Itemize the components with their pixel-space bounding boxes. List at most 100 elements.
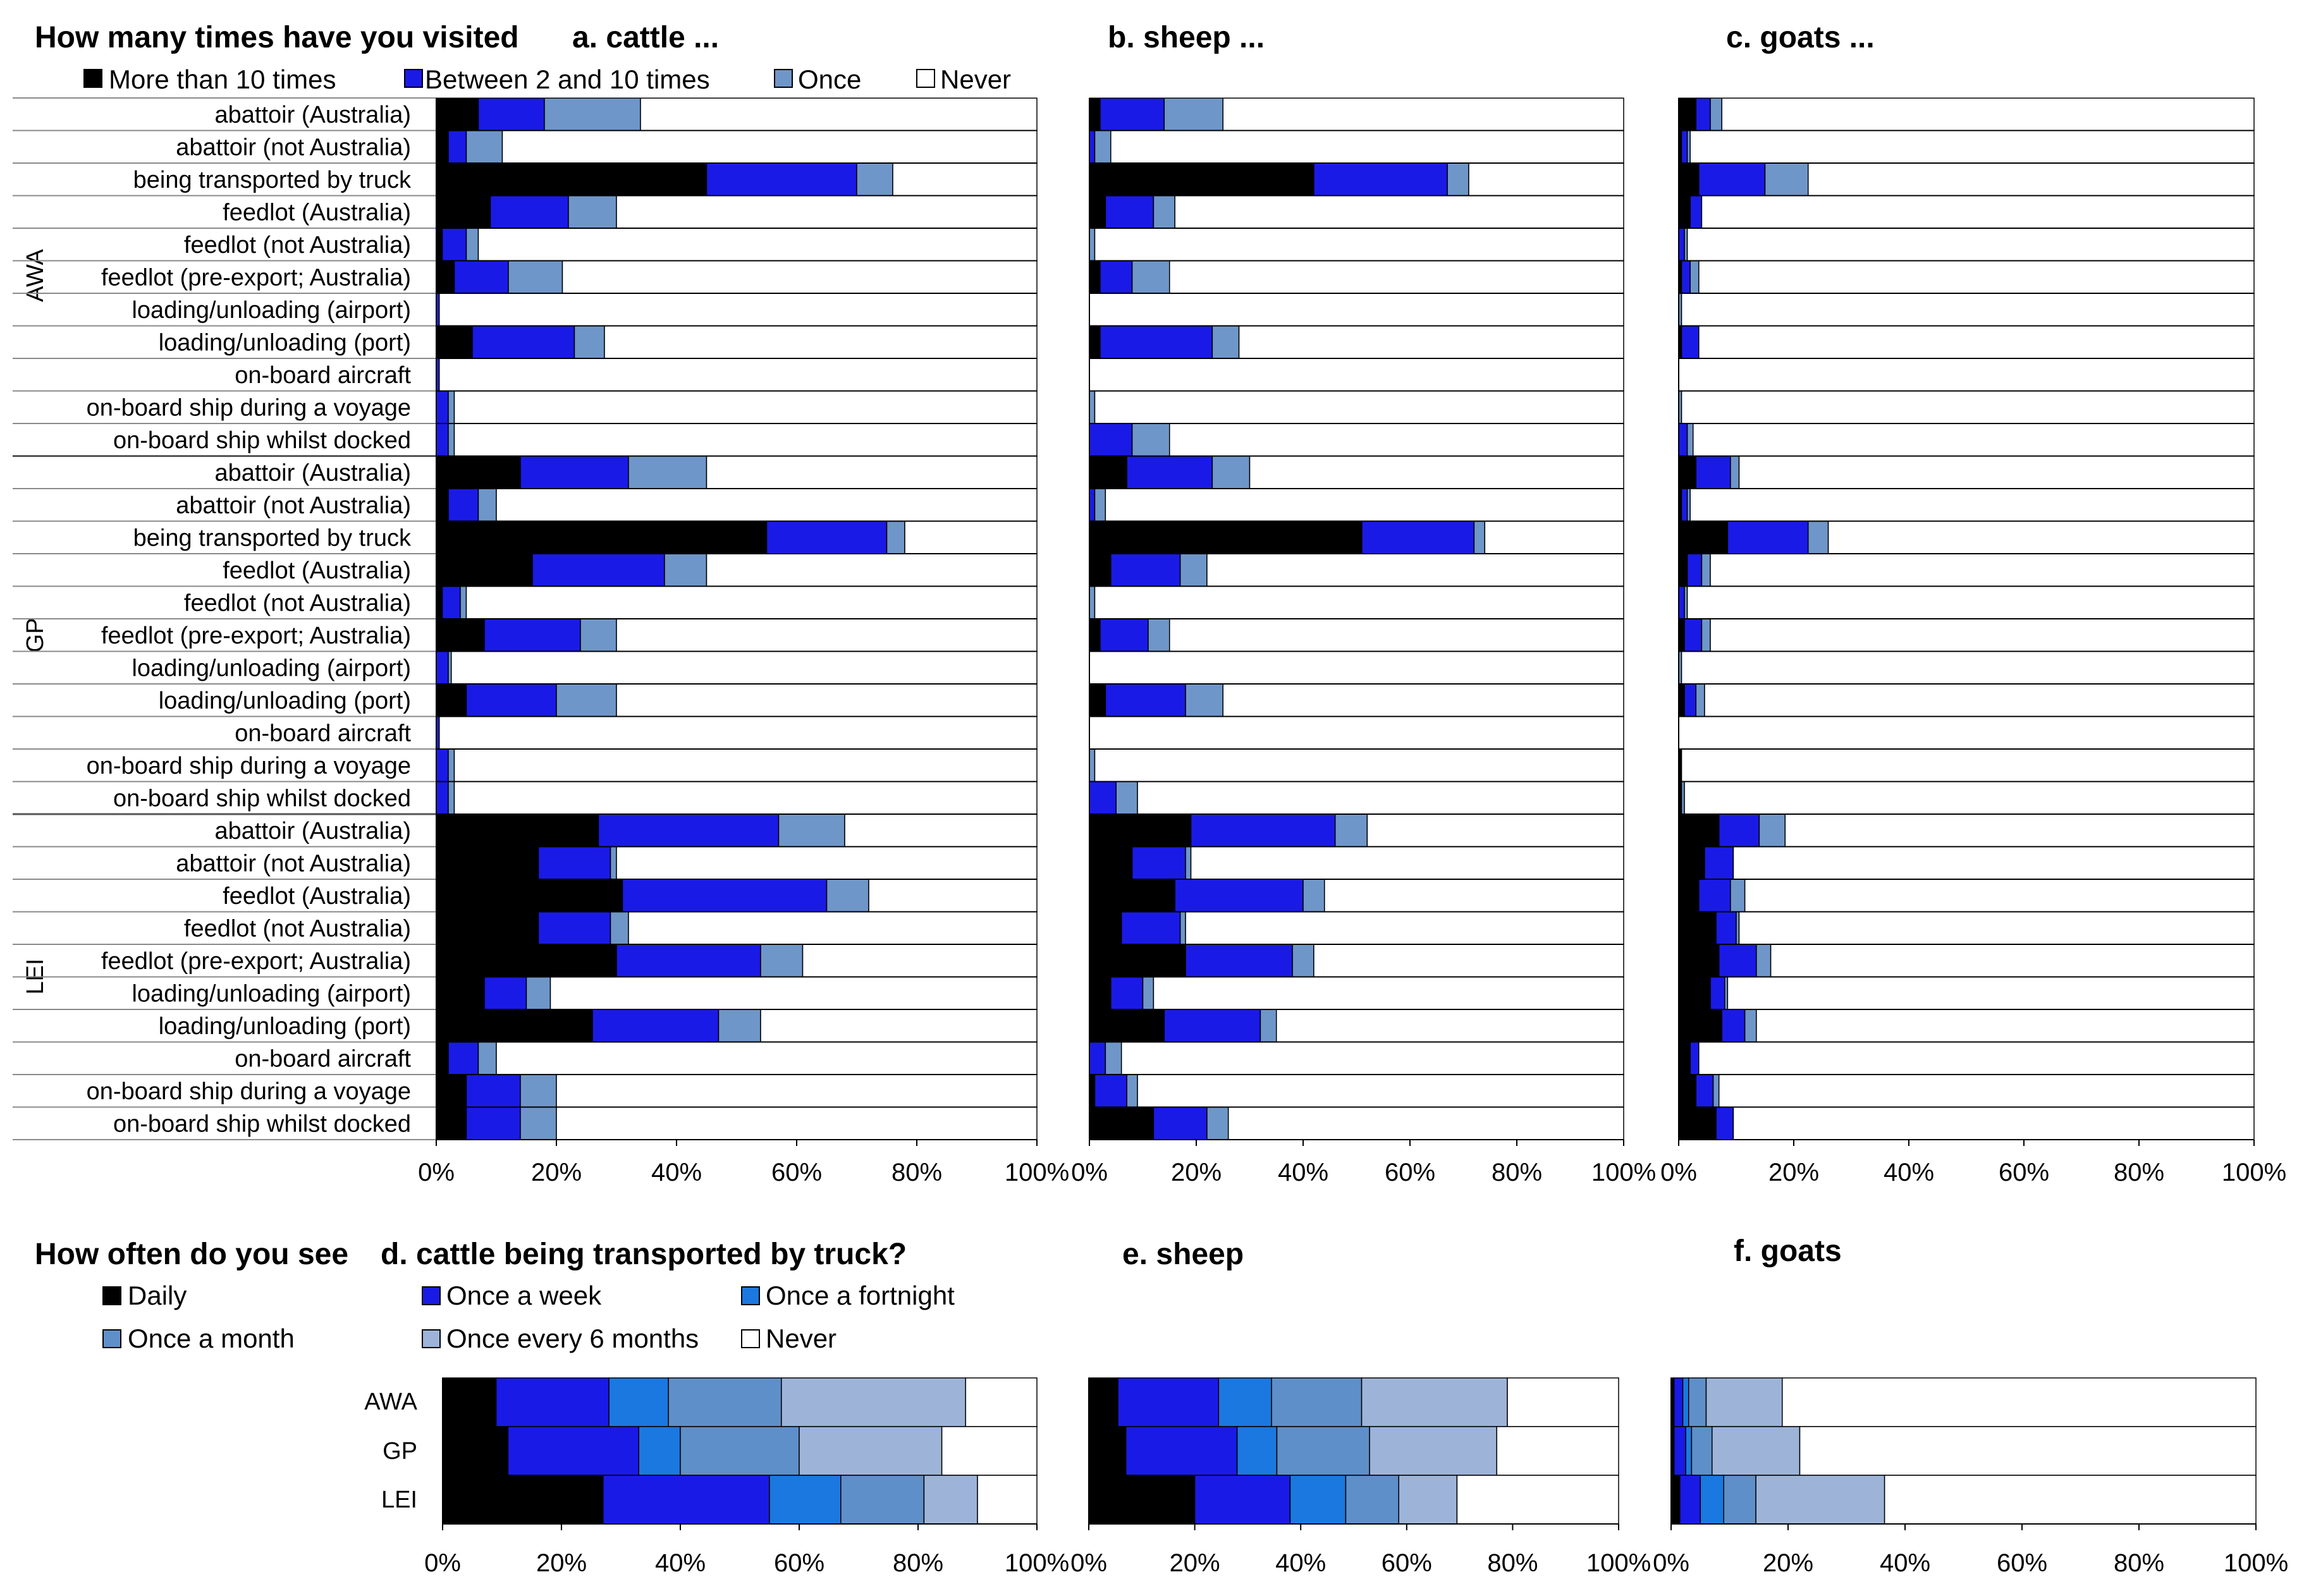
bar-segment-c-lei-abattoir-australia-s3 [1784, 813, 2255, 847]
bar-segment-a-gp-feedlot-not-australia-s2 [460, 586, 467, 619]
x-tick-label: 60% [771, 1159, 822, 1186]
bar-segment-b-lei-on-board-ship-during-a-voyage-s3 [1137, 1074, 1624, 1107]
bar-segment-c-lei-loading-unloading-port-s1 [1721, 1009, 1746, 1042]
x-tick-label: 60% [1385, 1159, 1435, 1186]
bar-segment-c-gp-feedlot-australia-s1 [1686, 553, 1703, 587]
bar-segment-b-gp-loading-unloading-port-s0 [1089, 683, 1106, 717]
bar-segment-d-gp-s3 [680, 1426, 800, 1476]
bar-segment-b-gp-on-board-ship-during-a-voyage-s2 [1089, 748, 1096, 782]
bar-segment-b-gp-abattoir-australia-s2 [1211, 456, 1251, 489]
bar-segment-c-lei-on-board-ship-whilst-docked-s1 [1715, 1107, 1734, 1140]
bar-segment-a-lei-loading-unloading-airport-s2 [525, 977, 551, 1010]
bar-segment-a-gp-being-transported-by-truck-s1 [766, 521, 888, 554]
group-label-gp: GP [22, 618, 49, 653]
bar-segment-b-gp-abattoir-australia-s1 [1126, 456, 1213, 489]
bar-segment-b-lei-on-board-ship-during-a-voyage-s0 [1089, 1074, 1096, 1107]
category-label: on-board ship during a voyage [87, 394, 411, 421]
legend-swatch-once-a-fortnight [741, 1286, 760, 1305]
bar-segment-b-awa-abattoir-australia-s0 [1089, 97, 1101, 131]
x-tick-label: 0% [424, 1549, 461, 1577]
bar-segment-a-gp-loading-unloading-port-s1 [465, 683, 557, 717]
bar-segment-a-gp-abattoir-australia-s0 [436, 456, 521, 489]
bar-segment-c-awa-feedlot-australia-s0 [1678, 195, 1691, 229]
bar-segment-d-awa-s3 [668, 1377, 782, 1427]
bar-segment-a-awa-feedlot-australia-s3 [616, 195, 1038, 229]
bar-segment-b-lei-abattoir-australia-s2 [1334, 813, 1368, 847]
bar-segment-c-lei-on-board-aircraft-s0 [1678, 1042, 1691, 1075]
bar-segment-b-awa-loading-unloading-port-s3 [1238, 326, 1624, 359]
category-label: loading/unloading (airport) [132, 980, 411, 1007]
x-tick-label: 60% [1999, 1159, 2049, 1186]
panel-f-bars [1670, 1377, 2257, 1525]
bar-segment-a-gp-on-board-ship-during-a-voyage-s3 [453, 748, 1038, 782]
bottom-question-title: How often do you see [35, 1238, 348, 1271]
bar-segment-c-awa-loading-unloading-port-s1 [1681, 326, 1700, 359]
bar-segment-a-gp-feedlot-australia-s3 [706, 553, 1038, 587]
category-label: feedlot (pre-export; Australia) [101, 623, 411, 649]
bar-segment-b-gp-loading-unloading-port-s2 [1185, 683, 1223, 717]
legend-swatch-between-2-and-10 [404, 69, 423, 88]
bar-segment-b-lei-loading-unloading-port-s3 [1276, 1009, 1624, 1042]
bar-segment-b-gp-on-board-ship-whilst-docked-s2 [1115, 781, 1138, 815]
bar-segment-b-awa-abattoir-australia-s3 [1222, 97, 1624, 131]
category-label: feedlot (Australia) [223, 557, 411, 584]
panel-e-title: e. sheep [1122, 1238, 1244, 1271]
bar-segment-c-gp-on-board-ship-whilst-docked-s3 [1684, 781, 2255, 815]
bar-segment-a-lei-feedlot-pre-export-australia-s2 [760, 944, 804, 977]
bar-segment-b-awa-abattoir-not-australia-s3 [1110, 130, 1624, 164]
bar-segment-b-gp-loading-unloading-port-s3 [1222, 683, 1624, 717]
category-label: loading/unloading (airport) [132, 655, 411, 681]
bar-segment-b-gp-feedlot-pre-export-australia-s3 [1169, 618, 1624, 652]
bar-segment-a-awa-abattoir-australia-s1 [477, 97, 545, 131]
bar-segment-c-gp-feedlot-not-australia-s3 [1686, 586, 2255, 619]
category-label: feedlot (not Australia) [184, 915, 411, 942]
bar-segment-b-gp-on-board-aircraft-s3 [1089, 716, 1624, 750]
bar-segment-a-awa-feedlot-not-australia-s2 [465, 228, 479, 261]
bar-segment-c-lei-feedlot-pre-export-australia-s1 [1718, 944, 1757, 977]
bar-segment-b-lei-on-board-ship-during-a-voyage-s2 [1126, 1074, 1138, 1107]
bar-segment-c-gp-loading-unloading-port-s1 [1684, 683, 1697, 717]
bar-segment-b-awa-being-transported-by-truck-s2 [1447, 162, 1469, 196]
bar-segment-d-lei-s1 [603, 1475, 770, 1525]
category-label: being transported by truck [133, 167, 412, 193]
bar-segment-a-gp-loading-unloading-port-s3 [616, 683, 1038, 717]
bar-segment-e-lei-s0 [1088, 1475, 1196, 1525]
bar-segment-c-gp-loading-unloading-port-s2 [1695, 683, 1705, 717]
bar-segment-c-awa-feedlot-pre-export-australia-s2 [1689, 260, 1700, 294]
x-tick-label: 20% [1170, 1549, 1220, 1577]
category-label: loading/unloading (port) [159, 1013, 411, 1040]
panel-e-bars [1088, 1377, 1619, 1525]
bar-segment-a-lei-feedlot-australia-s3 [868, 879, 1038, 912]
legend-swatch-never-bottom [741, 1329, 760, 1348]
bar-segment-c-lei-on-board-ship-during-a-voyage-s3 [1718, 1074, 2255, 1107]
top-question-title: How many times have you visited [35, 21, 519, 54]
bar-segment-a-lei-on-board-ship-whilst-docked-s1 [465, 1107, 521, 1140]
panel-a-title: a. cattle ... [572, 21, 719, 54]
bar-segment-b-awa-loading-unloading-port-s0 [1089, 326, 1101, 359]
legend-swatch-once-a-week [422, 1286, 441, 1305]
bar-segment-a-gp-being-transported-by-truck-s0 [436, 521, 768, 554]
bar-segment-a-awa-on-board-ship-during-a-voyage-s3 [453, 391, 1038, 424]
bar-segment-b-awa-loading-unloading-airport-s3 [1089, 293, 1624, 326]
bar-segment-d-lei-s4 [923, 1475, 978, 1525]
bar-segment-b-lei-abattoir-not-australia-s2 [1185, 846, 1192, 880]
x-tick-label: 80% [2114, 1549, 2164, 1577]
bar-segment-c-awa-being-transported-by-truck-s1 [1698, 162, 1766, 196]
group-label-awa: AWA [22, 248, 49, 302]
bar-segment-d-gp-s5 [941, 1426, 1038, 1476]
panel-b-bars [1089, 97, 1624, 1140]
bar-segment-c-gp-abattoir-australia-s2 [1730, 456, 1740, 489]
bar-segment-a-awa-on-board-ship-whilst-docked-s2 [448, 423, 455, 456]
bar-segment-b-gp-feedlot-pre-export-australia-s1 [1100, 618, 1149, 652]
panel-c-bars [1678, 97, 2255, 1140]
bar-segment-a-gp-abattoir-australia-s1 [520, 456, 629, 489]
bar-segment-b-awa-abattoir-australia-s2 [1163, 97, 1224, 131]
bar-segment-a-lei-loading-unloading-port-s2 [718, 1009, 761, 1042]
category-label: being transported by truck [133, 525, 412, 551]
bar-segment-b-gp-feedlot-australia-s3 [1206, 553, 1624, 587]
bar-segment-c-lei-feedlot-not-australia-s3 [1738, 911, 2255, 945]
bar-segment-c-gp-feedlot-australia-s3 [1710, 553, 2255, 587]
bar-segment-a-lei-abattoir-not-australia-s3 [616, 846, 1038, 880]
bar-segment-a-lei-on-board-ship-whilst-docked-s2 [520, 1107, 557, 1140]
bar-segment-a-awa-loading-unloading-port-s3 [604, 326, 1038, 359]
